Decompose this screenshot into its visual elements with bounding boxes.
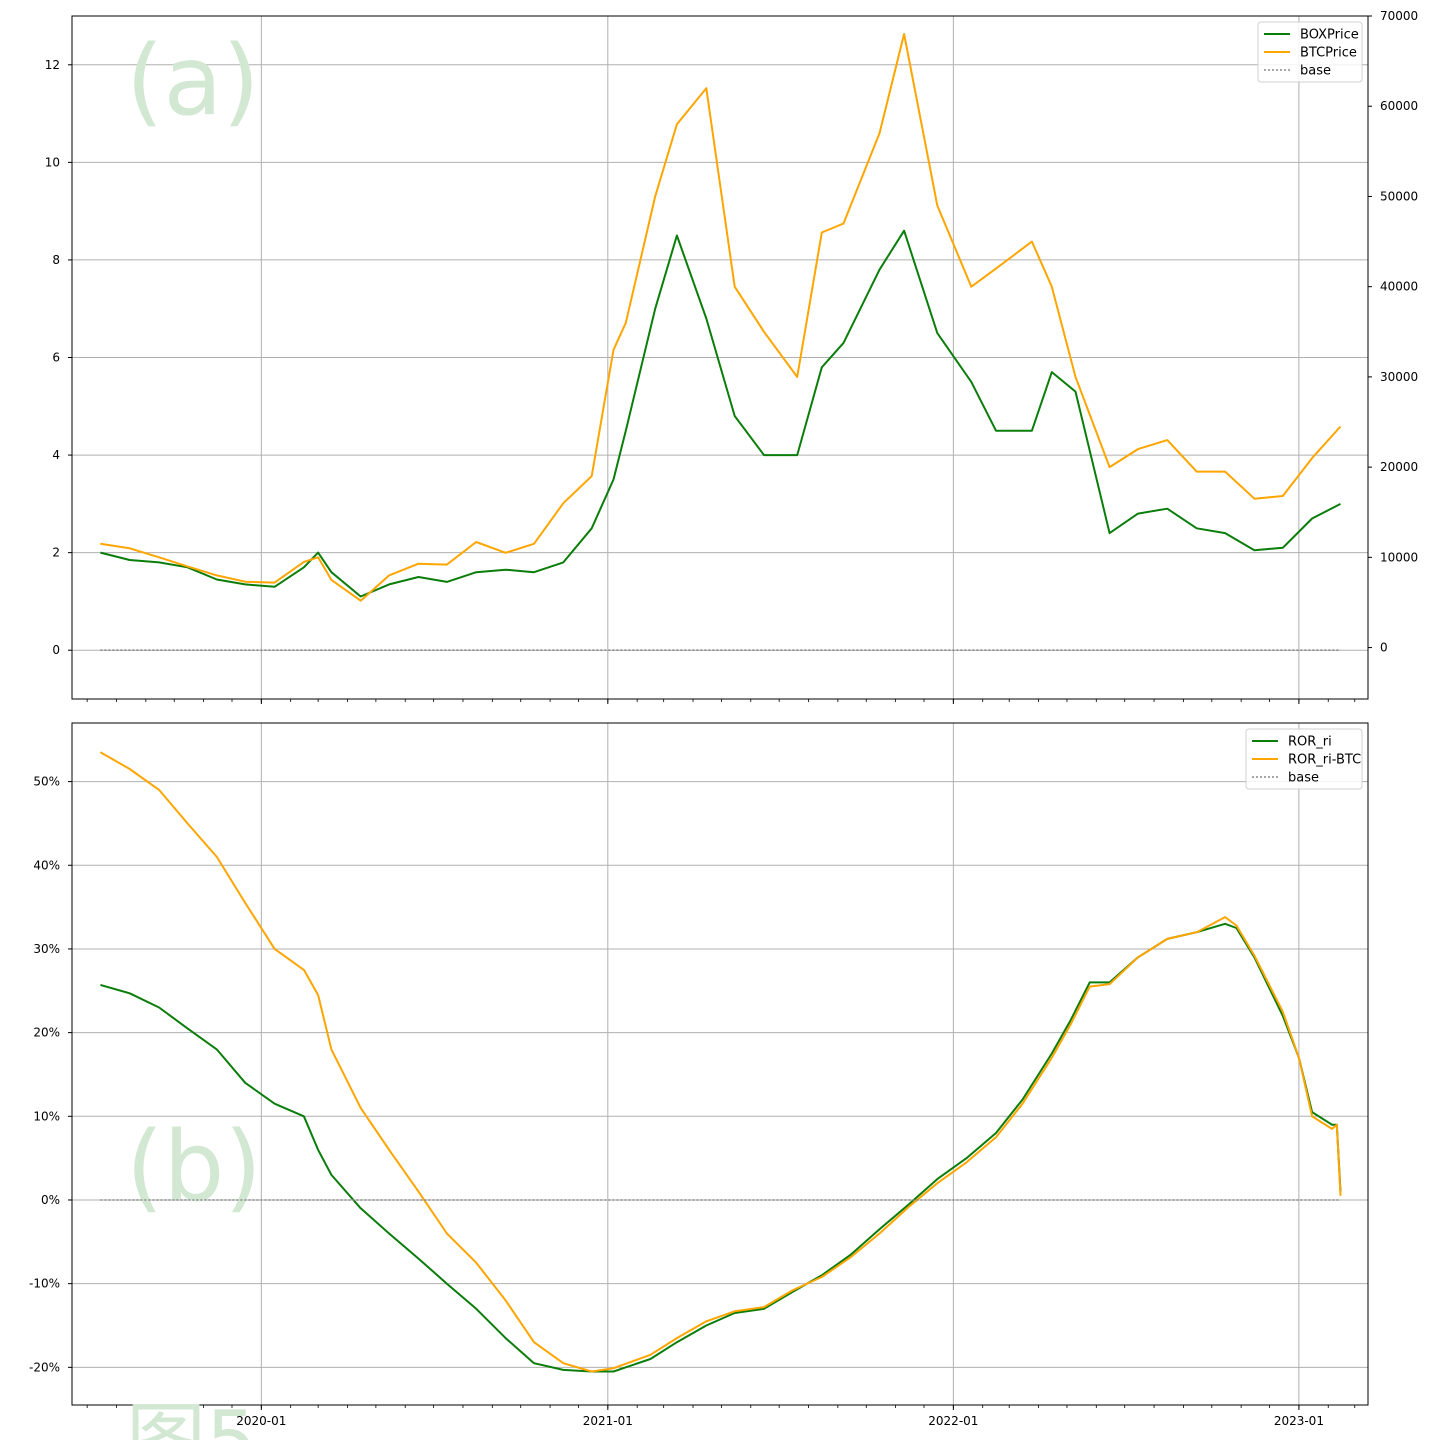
y-right-tick-label: 50000 <box>1380 189 1418 203</box>
legend-label: BOXPrice <box>1300 28 1359 43</box>
legend: BOXPrice BTCPrice base <box>1257 21 1363 83</box>
panel-b: -20% -10% 0% 10% 20% 30% 40% 50% 2020-01 2021-01 2… <box>29 722 1369 1428</box>
y-right-tick-label: 20000 <box>1380 460 1418 474</box>
legend-box <box>1245 728 1363 790</box>
y-right-tick-label: 70000 <box>1380 9 1418 23</box>
y-tick-label: 0% <box>41 1193 60 1207</box>
series-line-boxprice <box>100 229 1341 598</box>
series-line-ror-ri <box>100 922 1342 1373</box>
y-tick-label: 4 <box>52 448 60 462</box>
y-tick-label: 6 <box>52 351 60 365</box>
y-tick-label: 20% <box>33 1026 60 1040</box>
y-right-tick-label: 10000 <box>1380 550 1418 564</box>
x-tick-label: 2023-01 <box>1274 1414 1324 1428</box>
y-tick-label: 2 <box>52 546 60 560</box>
legend-label: base <box>1288 771 1319 786</box>
y-tick-label: 50% <box>33 775 60 789</box>
legend-label: BTCPrice <box>1300 46 1357 61</box>
plot-frame <box>71 722 1369 1406</box>
y-tick-label: 40% <box>33 858 60 872</box>
x-tick-label: 2022-01 <box>928 1414 978 1428</box>
y-tick-label: 0 <box>52 643 60 657</box>
y-right-tick-label: 60000 <box>1380 99 1418 113</box>
y-tick-label: 12 <box>45 58 60 72</box>
y-tick-label: 8 <box>52 253 60 267</box>
y-tick-label: 10% <box>33 1109 60 1123</box>
y-tick-label: -10% <box>29 1277 60 1291</box>
series-line-ror-ri-btc <box>99 751 1342 1373</box>
legend-label: ROR_ri <box>1288 735 1332 750</box>
series-line-btcprice <box>100 33 1342 602</box>
x-tick-label: 2021-01 <box>583 1414 633 1428</box>
y-right-tick-label: 40000 <box>1380 280 1418 294</box>
y-right-tick-label: 30000 <box>1380 370 1418 384</box>
legend-box <box>1257 21 1363 83</box>
plot-frame <box>71 15 1369 700</box>
y-tick-label: 30% <box>33 942 60 956</box>
y-tick-label: -20% <box>29 1360 60 1374</box>
panel-letter: (a) <box>126 25 260 137</box>
legend-label: base <box>1300 64 1331 79</box>
x-tick-label: 2020-01 <box>236 1414 286 1428</box>
y-tick-label: 10 <box>45 155 60 169</box>
panel-a: 0 2 4 6 8 10 12 0 10000 20000 30000 40000 50000 60000… <box>45 9 1418 704</box>
figure-label: 图5 <box>126 1394 257 1440</box>
legend-label: ROR_ri-BTC <box>1288 753 1361 768</box>
panel-letter: (b) <box>126 1111 262 1223</box>
y-right-tick-label: 0 <box>1380 641 1388 655</box>
